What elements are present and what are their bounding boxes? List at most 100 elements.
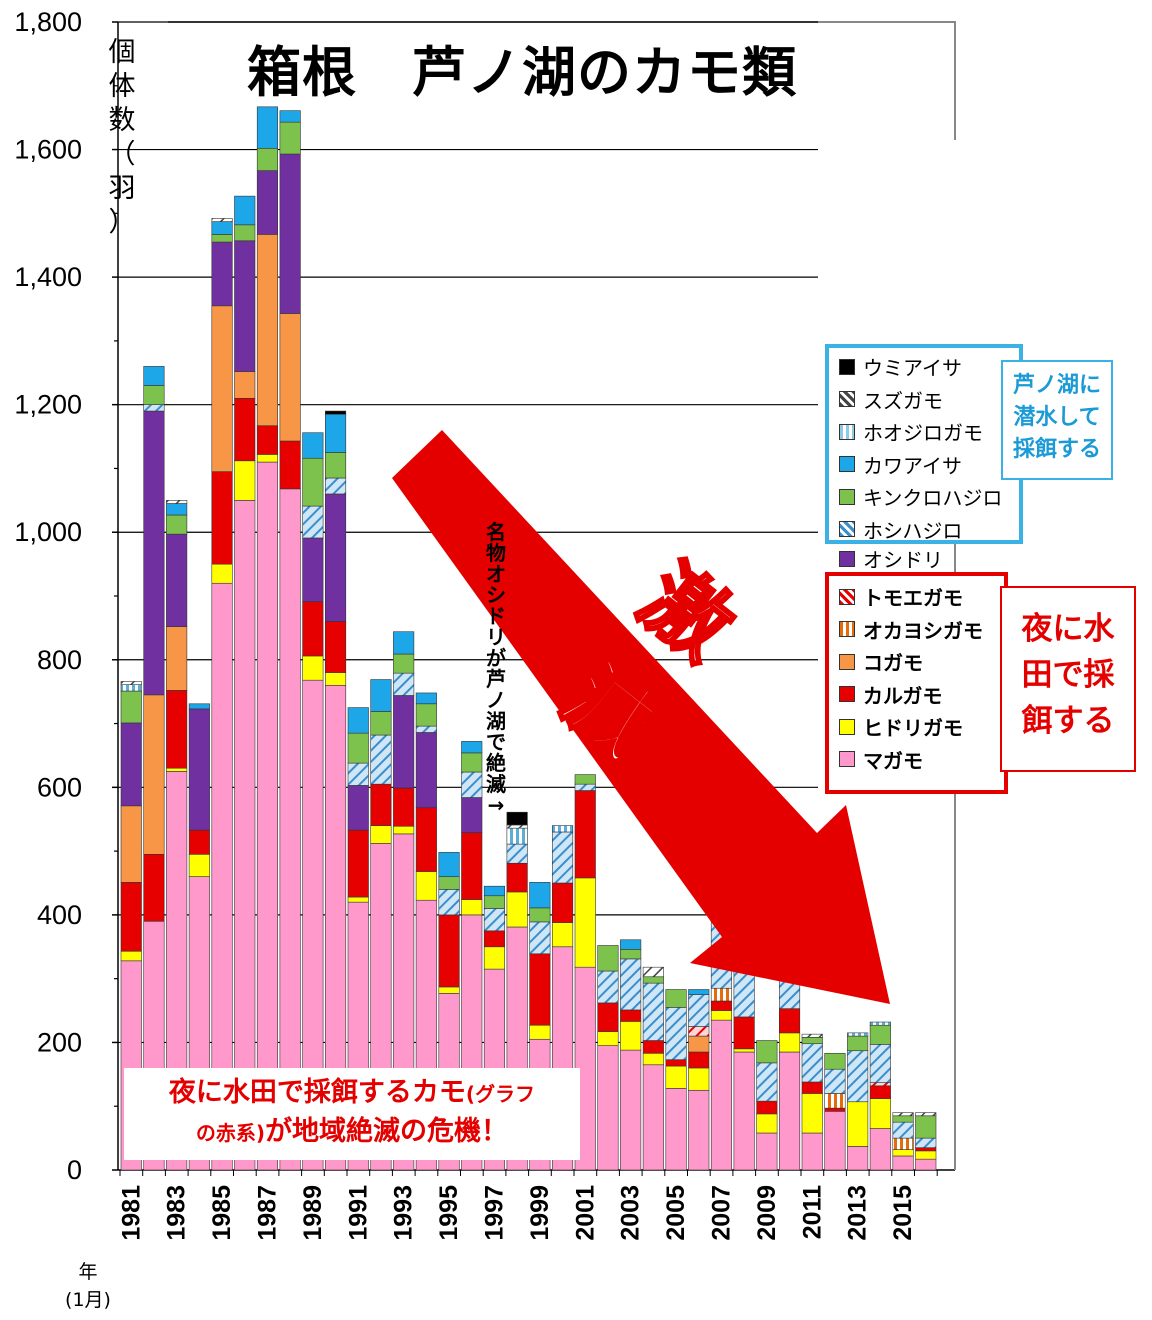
bar-segment-2013	[847, 1101, 869, 1147]
paddy-feeding-note: 夜に水 田で採 餌する	[1000, 586, 1136, 772]
warning-line2-small: の赤系)	[195, 1121, 266, 1145]
legend-entry: オカヨシガモ	[839, 615, 983, 644]
bar-segment-1998	[506, 824, 528, 829]
bar-segment-2008	[733, 968, 755, 1018]
bar-segment-1988	[279, 153, 301, 314]
bar-segment-2001	[574, 783, 596, 791]
bar-segment-2004	[642, 966, 664, 978]
bar-segment-2007	[710, 1010, 733, 1021]
bar-segment-1985	[211, 234, 233, 243]
bar-segment-1993	[393, 787, 415, 827]
hatched-swatch	[839, 521, 855, 537]
bar-segment-2010	[778, 1051, 801, 1171]
bar-segment-2007	[710, 1000, 733, 1011]
legend-entry: カワアイサ	[839, 450, 962, 479]
bar-segment-2005	[665, 1059, 687, 1067]
bar-segment-2008	[733, 1016, 755, 1050]
solid-swatch	[839, 686, 855, 702]
bar-segment-2004	[642, 1064, 664, 1171]
bar-segment-1986	[234, 195, 256, 226]
bar-segment-2008	[733, 1048, 755, 1053]
legend-entry: ホシハジロ	[839, 515, 962, 544]
legend-entry: トモエガモ	[839, 582, 963, 611]
bar-segment-1995	[438, 914, 460, 988]
bar-segment-1996	[461, 741, 483, 754]
bar-segment-2002	[597, 945, 619, 972]
bar-segment-2015	[892, 1115, 914, 1123]
bar-segment-1998	[506, 811, 528, 826]
bar-segment-2014	[869, 1128, 891, 1171]
bar-segment-1986	[234, 371, 256, 399]
bar-segment-2002	[597, 1031, 619, 1046]
bar-segment-1981	[120, 684, 142, 692]
bar-segment-1994	[415, 732, 437, 809]
x-tick-label: 1985	[208, 1185, 236, 1241]
legend-label: ヒドリガモ	[863, 716, 963, 740]
bar-segment-1995	[438, 852, 460, 877]
legend-label: カワアイサ	[863, 453, 962, 478]
bar-segment-1989	[302, 537, 324, 603]
y-tick-label: 1,600	[14, 135, 82, 165]
bar-segment-2009	[756, 1062, 778, 1102]
bar-segment-1988	[279, 313, 301, 442]
bar-segment-2001	[574, 790, 596, 879]
bar-segment-1987	[256, 170, 279, 235]
bar-segment-1993	[393, 653, 415, 674]
x-tick-label: 1993	[390, 1185, 418, 1241]
bar-segment-2011	[801, 1037, 823, 1045]
x-tick-label: 2011	[798, 1185, 826, 1239]
bar-segment-1983	[166, 500, 188, 504]
chart-title: 箱根 芦ノ湖のカモ類	[247, 41, 797, 104]
bar-segment-1981	[120, 805, 142, 883]
bar-segment-1993	[393, 672, 415, 696]
legend-label: マガモ	[863, 748, 923, 773]
bar-segment-2006	[688, 1067, 710, 1091]
bar-segment-1993	[393, 695, 415, 789]
legend-entry: マガモ	[839, 745, 923, 774]
bar-segment-1987	[256, 234, 279, 427]
bar-segment-2010	[778, 1008, 801, 1034]
x-tick-label: 2001	[571, 1185, 599, 1241]
bar-segment-1983	[166, 533, 188, 627]
bar-segment-1990	[324, 493, 347, 622]
bar-segment-1986	[234, 224, 256, 242]
bar-segment-1999	[529, 1024, 551, 1040]
bar-segment-1989	[302, 505, 324, 539]
bar-segment-1990	[324, 413, 347, 453]
bar-segment-1992	[370, 679, 392, 712]
bar-segment-1982	[143, 410, 165, 696]
y-tick-label: 1,400	[14, 262, 82, 292]
bar-segment-1995	[438, 889, 460, 916]
bar-segment-1998	[506, 827, 528, 845]
bar-segment-1996	[461, 899, 483, 916]
warning-line2: が地域絶滅の危機！	[265, 1116, 509, 1147]
bar-segment-2006	[688, 994, 710, 1027]
bar-segment-1992	[370, 711, 392, 736]
bar-segment-1991	[347, 896, 369, 903]
bar-segment-2015	[892, 1149, 914, 1157]
legend-label: スズガモ	[863, 388, 943, 413]
bar-segment-1988	[279, 121, 301, 155]
legend-entry: ホオジロガモ	[839, 417, 983, 446]
bar-segment-1990	[324, 410, 347, 415]
bar-segment-2006	[688, 1035, 710, 1053]
bar-segment-2016	[915, 1158, 937, 1171]
bar-segment-1982	[143, 366, 165, 386]
bar-segment-2014	[869, 1024, 891, 1045]
bar-segment-1999	[529, 907, 551, 923]
bar-segment-2000	[551, 882, 574, 923]
bar-segment-1985	[211, 221, 233, 235]
bar-segment-2003	[620, 949, 642, 960]
bar-segment-1985	[211, 471, 233, 565]
solid-swatch	[839, 456, 855, 472]
bar-segment-2005	[665, 989, 687, 1008]
bar-segment-2013	[847, 1050, 869, 1103]
legend-diving-ducks: ウミアイサ スズガモ ホオジロガモ カワアイサ キンクロハジロ ホシハジロ	[825, 344, 1023, 544]
legend-label: ホシハジロ	[863, 518, 963, 543]
bar-segment-1986	[234, 397, 256, 462]
bar-segment-2014	[869, 1082, 891, 1087]
bar-segment-2012	[824, 1093, 846, 1109]
bar-segment-1991	[347, 762, 369, 786]
x-axis: 1981 1983 1985 1987 1989 1991 1993 1995 1997 1999…	[117, 1170, 938, 1241]
bar-segment-2014	[869, 1085, 891, 1099]
